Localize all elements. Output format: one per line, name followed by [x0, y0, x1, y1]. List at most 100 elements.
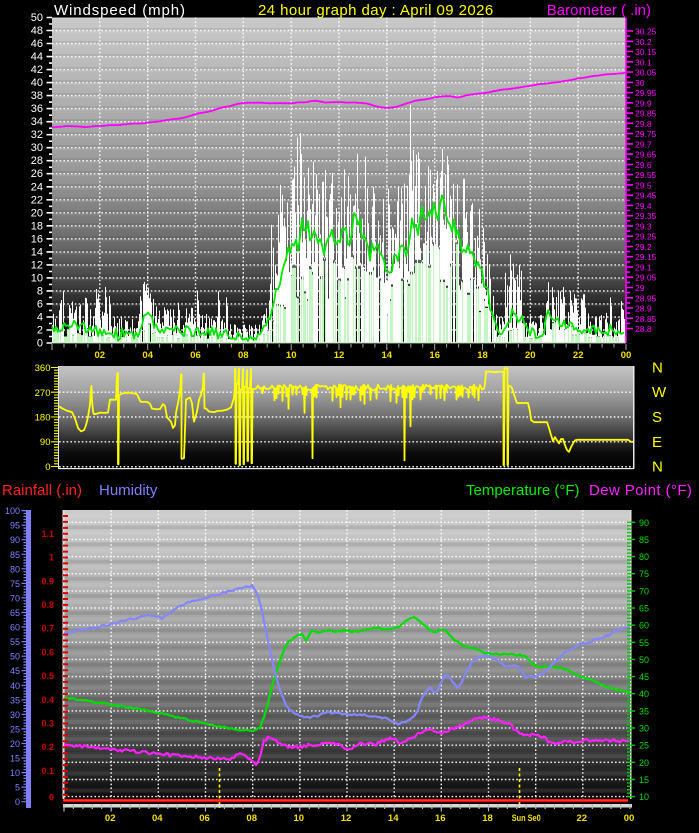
svg-text:24 hour graph day : April 09 2: 24 hour graph day : April 09 2026 — [258, 2, 494, 19]
svg-text:30.25: 30.25 — [635, 27, 657, 37]
svg-text:60: 60 — [10, 623, 20, 633]
svg-text:35: 35 — [10, 695, 20, 705]
svg-text:46: 46 — [31, 38, 43, 50]
svg-text:04: 04 — [142, 350, 153, 361]
svg-text:0.7: 0.7 — [41, 624, 54, 634]
svg-text:30.05: 30.05 — [635, 68, 657, 78]
svg-text:0.9: 0.9 — [41, 576, 54, 586]
svg-text:18: 18 — [482, 813, 493, 824]
svg-text:0: 0 — [49, 793, 54, 803]
svg-text:08: 08 — [238, 350, 249, 361]
svg-text:18: 18 — [31, 220, 43, 232]
svg-text:50: 50 — [10, 652, 20, 662]
svg-text:70: 70 — [639, 586, 649, 596]
svg-text:0.6: 0.6 — [41, 647, 54, 657]
svg-text:06: 06 — [190, 350, 201, 361]
svg-text:28: 28 — [31, 155, 43, 167]
svg-text:29.4: 29.4 — [635, 201, 652, 211]
svg-text:90: 90 — [10, 535, 20, 545]
svg-text:29.3: 29.3 — [635, 221, 652, 231]
svg-text:8: 8 — [37, 285, 43, 297]
svg-text:30.1: 30.1 — [635, 57, 652, 67]
svg-text:29.45: 29.45 — [635, 191, 657, 201]
svg-text:30: 30 — [31, 142, 43, 154]
svg-text:29.8: 29.8 — [635, 119, 652, 129]
svg-text:20: 20 — [31, 207, 43, 219]
svg-text:28.85: 28.85 — [635, 314, 657, 324]
svg-text:50: 50 — [31, 12, 43, 24]
svg-text:12: 12 — [341, 813, 352, 824]
svg-text:30: 30 — [635, 78, 645, 88]
svg-text:34: 34 — [31, 116, 43, 128]
svg-text:Humidity: Humidity — [99, 482, 158, 499]
svg-text:0.4: 0.4 — [41, 695, 54, 705]
svg-text:6: 6 — [37, 298, 43, 310]
svg-text:2: 2 — [37, 325, 43, 337]
svg-text:0.2: 0.2 — [41, 742, 54, 752]
svg-text:10: 10 — [286, 350, 297, 361]
svg-text:Sun Se0: Sun Se0 — [512, 813, 541, 824]
svg-text:14: 14 — [31, 246, 43, 258]
svg-text:29.95: 29.95 — [635, 88, 657, 98]
svg-text:S: S — [652, 409, 662, 426]
svg-text:29.85: 29.85 — [635, 109, 657, 119]
svg-text:02: 02 — [105, 813, 116, 824]
svg-text:25: 25 — [10, 724, 20, 734]
svg-text:1: 1 — [49, 553, 54, 563]
svg-text:0.1: 0.1 — [41, 766, 54, 776]
svg-text:29.6: 29.6 — [635, 160, 652, 170]
svg-text:29.15: 29.15 — [635, 252, 657, 262]
svg-text:30.2: 30.2 — [635, 37, 652, 47]
svg-text:29.05: 29.05 — [635, 273, 657, 283]
svg-text:55: 55 — [10, 637, 20, 647]
svg-text:0: 0 — [37, 338, 43, 350]
svg-text:29.35: 29.35 — [635, 211, 657, 221]
svg-text:45: 45 — [639, 672, 649, 682]
svg-text:40: 40 — [10, 681, 20, 691]
svg-text:85: 85 — [10, 550, 20, 560]
svg-text:06: 06 — [199, 813, 210, 824]
svg-text:30: 30 — [10, 710, 20, 720]
svg-text:90: 90 — [639, 518, 649, 528]
svg-text:20: 20 — [639, 758, 649, 768]
svg-text:1.1: 1.1 — [41, 529, 54, 539]
svg-text:75: 75 — [639, 569, 649, 579]
svg-text:0: 0 — [45, 462, 50, 473]
svg-text:0.5: 0.5 — [41, 671, 54, 681]
svg-text:Dew Point (°F): Dew Point (°F) — [589, 482, 692, 499]
svg-text:0: 0 — [15, 797, 20, 807]
svg-text:29.1: 29.1 — [635, 263, 652, 273]
svg-text:360: 360 — [35, 363, 51, 374]
svg-text:30.15: 30.15 — [635, 47, 657, 57]
svg-text:Barometer ( .in): Barometer ( .in) — [547, 2, 651, 19]
svg-text:80: 80 — [10, 564, 20, 574]
svg-text:10: 10 — [10, 768, 20, 778]
svg-text:80: 80 — [639, 552, 649, 562]
svg-text:85: 85 — [639, 535, 649, 545]
svg-text:29.55: 29.55 — [635, 170, 657, 180]
svg-text:40: 40 — [31, 77, 43, 89]
svg-text:0.3: 0.3 — [41, 719, 54, 729]
svg-text:Temperature (°F): Temperature (°F) — [466, 482, 580, 499]
svg-text:32: 32 — [31, 129, 43, 141]
svg-text:29.9: 29.9 — [635, 98, 652, 108]
svg-text:00: 00 — [624, 813, 635, 824]
svg-text:20: 20 — [10, 739, 20, 749]
svg-text:48: 48 — [31, 25, 43, 37]
svg-text:50: 50 — [639, 655, 649, 665]
svg-text:16: 16 — [429, 350, 440, 361]
svg-text:16: 16 — [435, 813, 446, 824]
svg-text:25: 25 — [639, 741, 649, 751]
svg-text:90: 90 — [40, 437, 51, 448]
svg-text:70: 70 — [10, 593, 20, 603]
svg-text:180: 180 — [35, 413, 51, 424]
svg-text:10: 10 — [639, 792, 649, 802]
svg-text:75: 75 — [10, 579, 20, 589]
svg-text:14: 14 — [382, 350, 393, 361]
svg-text:02: 02 — [95, 350, 106, 361]
svg-text:60: 60 — [639, 621, 649, 631]
svg-text:16: 16 — [31, 233, 43, 245]
svg-text:29: 29 — [635, 283, 645, 293]
svg-text:95: 95 — [10, 521, 20, 531]
svg-text:04: 04 — [152, 813, 163, 824]
